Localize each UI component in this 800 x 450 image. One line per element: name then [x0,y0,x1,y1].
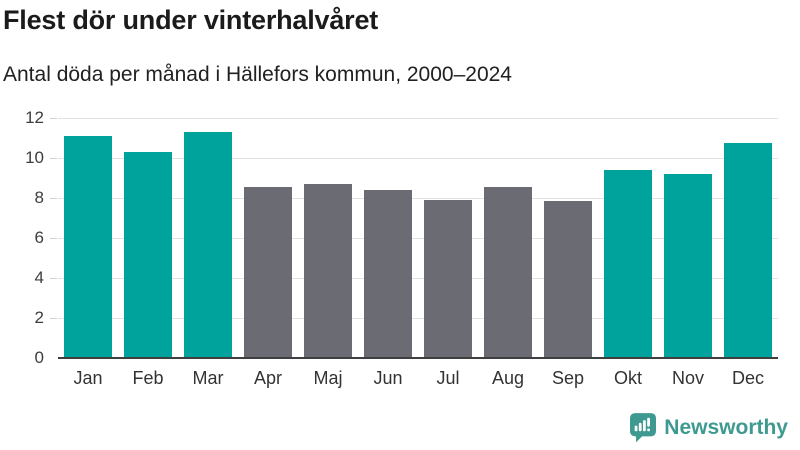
x-axis-label-apr: Apr [253,368,282,388]
y-axis-label-2: 2 [34,308,44,327]
bar-jul [424,200,472,358]
bar-slot-mar [178,118,238,358]
bar-sep [544,201,592,358]
x-axis-label-maj: Maj [313,368,343,388]
x-axis-label-dec: Dec [731,368,764,388]
bar-slot-jun [358,118,418,358]
bar-jan [64,136,112,358]
x-axis-label-jun: Jun [373,368,403,388]
x-axis-label-okt: Okt [613,368,642,388]
x-axis-line [58,357,778,359]
bars-row [58,118,778,358]
gridline-y-8 [58,198,778,199]
bar-slot-okt [598,118,658,358]
bar-nov [664,174,712,358]
plot-area: 0 2 4 6 8 10 12 [25,108,778,367]
y-axis-label-8: 8 [34,188,44,207]
bar-aug [484,187,532,358]
bar-apr [244,187,292,358]
bar-feb [124,152,172,358]
y-axis-label-12: 12 [25,108,44,127]
y-tick-12 [50,118,57,119]
bar-slot-nov [658,118,718,358]
x-axis-label-jan: Jan [73,368,103,388]
y-axis-label-4: 4 [34,268,44,287]
bar-dec [724,143,772,358]
gridline-y-2 [58,318,778,319]
bar-maj [304,184,352,358]
gridline-y-4 [58,278,778,279]
y-tick-8 [50,198,57,199]
chart-subtitle: Antal döda per månad i Hällefors kommun,… [3,63,512,86]
bar-slot-jan [58,118,118,358]
bar-slot-maj [298,118,358,358]
y-tick-6 [50,238,57,239]
bar-okt [604,170,652,358]
newsworthy-logo-text: Newsworthy [664,416,788,439]
y-axis-label-0: 0 [34,348,44,367]
chart-title: Flest dör under vinterhalvåret [3,5,379,35]
bar-slot-apr [238,118,298,358]
bar-jun [364,190,412,358]
gridline-y-10 [58,158,778,159]
bar-slot-jul [418,118,478,358]
newsworthy-logo-icon [630,413,657,443]
bar-slot-sep [538,118,598,358]
y-axis-label-10: 10 [25,148,44,167]
x-axis-labels: Jan Feb Mar Apr Maj Jun Jul Aug Sep Okt Nov Dec [58,368,778,389]
y-tick-4 [50,278,57,279]
bar-slot-feb [118,118,178,358]
newsworthy-brand: Newsworthy [630,413,788,443]
bar-mar [184,132,232,358]
x-axis-label-mar: Mar [192,368,224,388]
y-tick-2 [50,318,57,319]
x-axis-label-jul: Jul [436,368,460,388]
x-axis-label-nov: Nov [671,368,704,388]
x-axis-label-sep: Sep [551,368,585,388]
x-axis-label-aug: Aug [491,368,525,388]
y-axis-label-6: 6 [34,228,44,247]
bar-slot-aug [478,118,538,358]
y-tick-10 [50,158,57,159]
bar-slot-dec [718,118,778,358]
gridline-y-12 [58,118,778,119]
x-axis-label-feb: Feb [132,368,164,388]
gridline-y-6 [58,238,778,239]
